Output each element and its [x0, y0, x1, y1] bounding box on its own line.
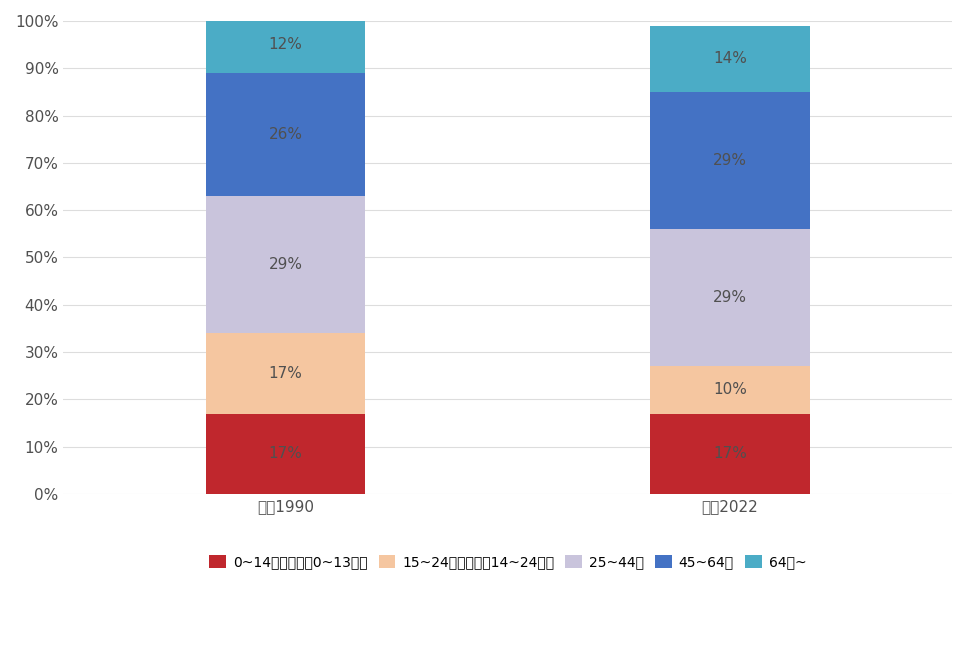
- Bar: [650, 26, 809, 92]
- Bar: [206, 73, 366, 196]
- Text: 29%: 29%: [269, 257, 303, 272]
- Bar: [650, 366, 809, 413]
- Text: 10%: 10%: [713, 382, 747, 397]
- Bar: [650, 92, 809, 229]
- Text: 17%: 17%: [713, 446, 747, 461]
- Bar: [206, 196, 366, 333]
- Text: 29%: 29%: [713, 290, 747, 305]
- Text: 29%: 29%: [713, 153, 747, 168]
- Bar: [206, 16, 366, 73]
- Text: 17%: 17%: [269, 366, 303, 381]
- Text: 12%: 12%: [269, 37, 303, 52]
- Bar: [206, 333, 366, 413]
- Legend: 0~14岁（日本为0~13岁）, 15~24岁（日本为14~24岁）, 25~44岁, 45~64岁, 64岁~: 0~14岁（日本为0~13岁）, 15~24岁（日本为14~24岁）, 25~4…: [202, 548, 813, 576]
- Text: 14%: 14%: [713, 52, 747, 66]
- Bar: [206, 413, 366, 494]
- Text: 26%: 26%: [269, 127, 303, 142]
- Text: 17%: 17%: [269, 446, 303, 461]
- Bar: [650, 413, 809, 494]
- Bar: [650, 229, 809, 366]
